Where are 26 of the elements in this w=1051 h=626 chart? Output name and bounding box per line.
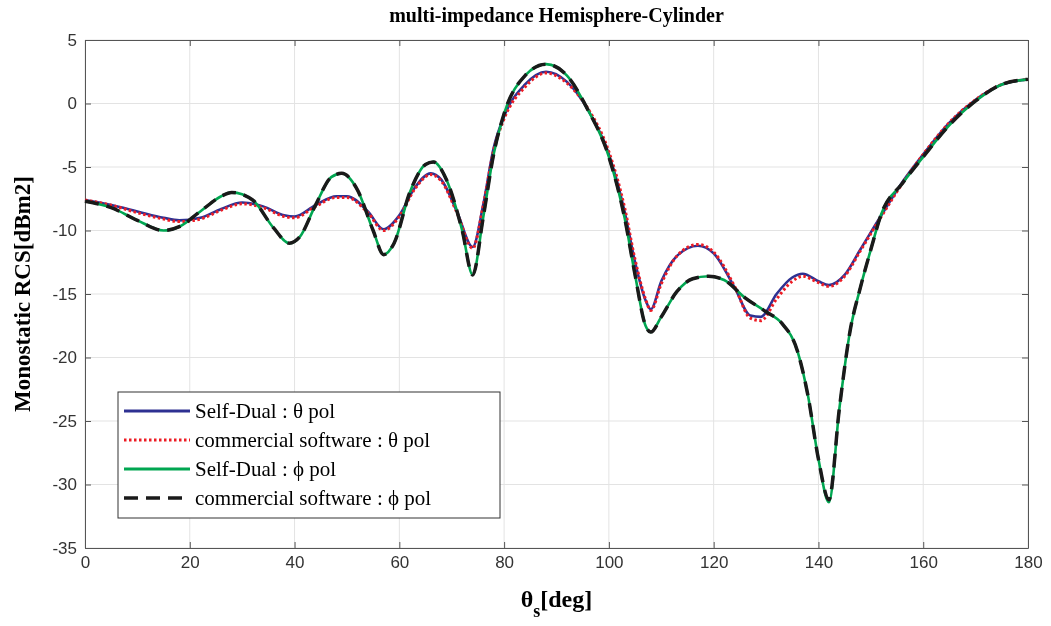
y-axis-title: Monostatic RCS[dBm2] [10,176,35,412]
x-tick-label: 0 [80,553,91,573]
x-tick-label: 120 [699,553,729,573]
y-tick-label: -30 [52,475,77,495]
y-tick-label: 5 [67,30,77,50]
y-tick-label: -15 [52,284,77,304]
y-tick-label: -25 [52,411,77,431]
x-tick-label: 160 [909,553,938,573]
x-tick-label: 20 [180,553,200,573]
legend-label: Self-Dual : ϕ pol [195,457,337,481]
x-tick-label: 140 [804,553,834,573]
x-axis-title: θ$_{s}$[deg] [520,586,593,621]
x-tick-label: 100 [595,553,624,573]
legend-label: Self-Dual : θ pol [195,399,336,423]
legend-label: commercial software : ϕ pol [195,486,432,510]
chart-title: multi-impedance Hemisphere-Cylinder [389,4,724,27]
y-tick-label: -10 [52,221,77,241]
legend-label: commercial software : θ pol [195,428,431,452]
y-tick-label: 0 [67,94,77,114]
y-tick-label: -20 [52,348,77,368]
x-tick-label: 180 [1014,553,1043,573]
x-tick-label: 60 [390,553,410,573]
y-tick-label: -35 [52,538,77,558]
y-tick-label: -5 [61,157,77,177]
x-tick-label: 40 [285,553,305,573]
x-tick-label: 80 [495,553,515,573]
